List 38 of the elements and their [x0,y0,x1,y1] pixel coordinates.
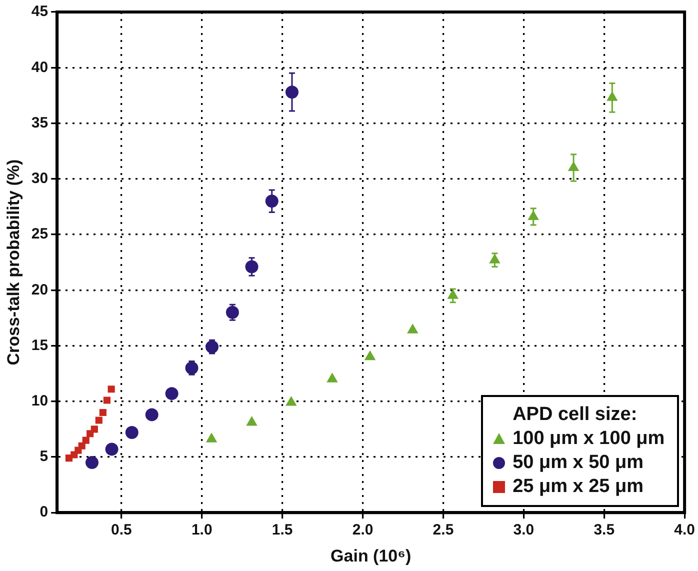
x-tick-label: 1.0 [191,522,212,539]
legend-title: APD cell size: [512,402,638,427]
x-axis-title: Gain (10⁶) [330,546,412,566]
point [145,408,158,422]
point [105,442,118,456]
x-tick-label: 3.5 [594,522,615,539]
y-tick-label: 0 [40,504,48,521]
point [86,456,98,470]
legend-label: 50 μm x 50 μm [512,450,644,475]
legend-label: 25 μm x 25 μm [512,474,644,499]
y-tick-label: 10 [31,392,48,410]
y-tick-label: 5 [40,448,48,466]
point [82,436,90,444]
point [407,324,418,334]
y-tick-label: 20 [31,281,48,298]
point [103,396,110,404]
x-tick-label: 2.0 [352,522,374,539]
point [95,416,102,424]
x-tick-label: 2.5 [432,522,454,539]
legend-label: 100 μm x 100 μm [512,426,665,451]
y-axis-title: Cross-talk probability (%) [4,159,23,366]
x-tick-label: 4.0 [674,522,696,539]
x-tick-label: 1.5 [272,522,293,539]
y-tick-label: 40 [31,58,48,76]
y-tick-label: 30 [31,170,48,188]
point [165,387,178,400]
point [364,350,376,360]
y-tick-label: 25 [31,226,48,243]
y-tick-label: 35 [31,114,48,132]
y-tick-label: 45 [31,3,48,20]
point [125,426,138,440]
x-tick-label: 3.0 [513,522,534,539]
y-tick-label: 15 [31,336,48,354]
x-tick-label: 0.5 [111,522,132,539]
point [108,386,115,393]
point [90,426,98,433]
point [99,408,106,416]
point [326,372,338,382]
